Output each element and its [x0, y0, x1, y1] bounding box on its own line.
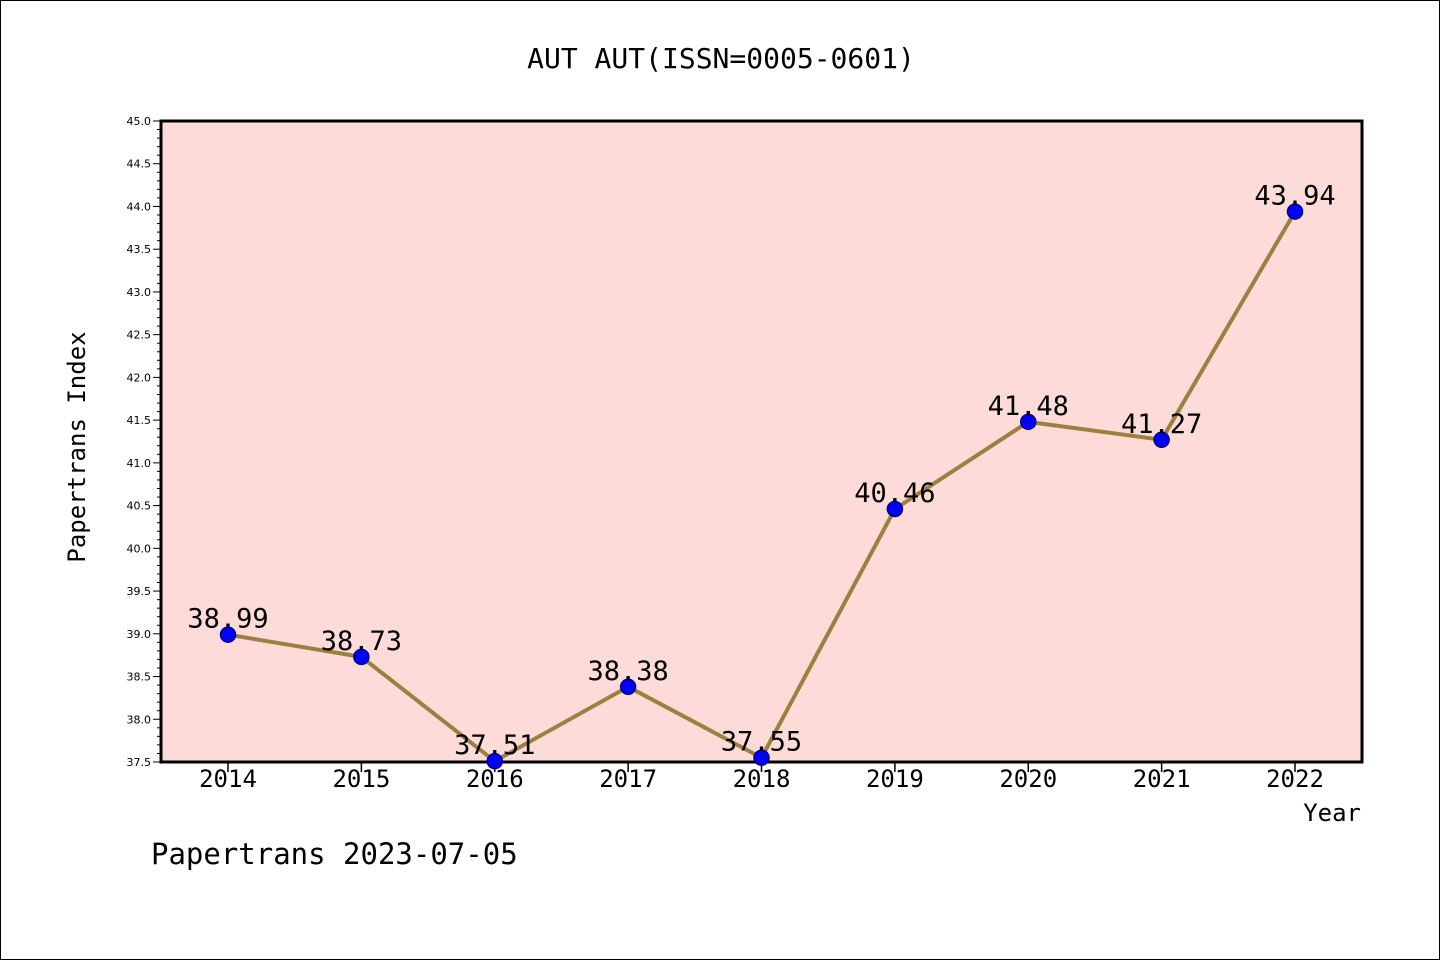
y-tick-label: 39.0	[127, 628, 152, 641]
series-line	[219, 203, 1304, 770]
data-labels: 38.99 38.73 37.51 38.38 37.55 40.46 41.48 41.27…	[187, 181, 1335, 762]
data-point	[353, 648, 370, 666]
y-tick-label: 40.0	[127, 542, 152, 555]
data-point	[486, 752, 503, 770]
footer-stamp: Papertrans 2023-07-05	[151, 837, 518, 871]
data-label: 37.51	[454, 730, 535, 761]
x-tick-label: 2016	[466, 765, 524, 793]
y-tick-label: 41.5	[127, 414, 152, 427]
x-tick-label: 2019	[866, 765, 924, 793]
data-label: 38.99	[187, 604, 268, 635]
data-label: 38.73	[321, 626, 402, 657]
y-tick-label: 39.5	[127, 585, 152, 598]
x-tick-label: 2015	[332, 765, 390, 793]
data-label: 41.48	[988, 391, 1069, 422]
x-tick-label: 2017	[599, 765, 657, 793]
y-tick-label: 44.5	[127, 158, 152, 171]
y-tick-label: 44.0	[127, 200, 152, 213]
x-tick-label: 2018	[733, 765, 791, 793]
x-axis-label: Year	[1303, 799, 1361, 827]
y-tick-label: 42.0	[127, 371, 152, 384]
x-tick-label: 2014	[199, 765, 257, 793]
data-label: 41.27	[1121, 409, 1202, 440]
y-tick-label: 40.5	[127, 500, 152, 513]
data-point	[619, 678, 637, 696]
plot-area	[159, 119, 1364, 764]
y-axis-label: Papertrans Index	[63, 331, 91, 562]
data-label: 43.94	[1254, 181, 1335, 212]
y-axis: 37.5 38.0 38.5 39.0 39.5 40.0 40.5 41.0 41.5 42.0…	[127, 115, 161, 769]
y-tick-label: 37.5	[127, 756, 152, 769]
data-point	[1286, 203, 1304, 220]
data-point	[1020, 413, 1037, 431]
y-tick-label: 42.5	[127, 329, 152, 342]
x-tick-label: 2020	[999, 765, 1057, 793]
y-tick-label: 38.0	[127, 713, 152, 726]
data-label: 38.38	[587, 656, 668, 687]
x-axis: 2014 2015 2016 2017 2018 2019 2020 2021 2022	[199, 762, 1324, 793]
data-label: 40.46	[854, 478, 935, 509]
y-tick-label: 45.0	[127, 115, 152, 128]
data-point	[219, 626, 237, 643]
y-tick-label: 38.5	[127, 671, 152, 684]
y-tick-label: 43.0	[127, 286, 152, 299]
data-point	[753, 749, 770, 766]
data-label: 37.55	[721, 727, 802, 758]
data-point	[886, 500, 904, 518]
x-tick-label: 2022	[1266, 765, 1324, 793]
y-tick-label: 43.5	[127, 243, 152, 256]
chart-title: AUT AUT(ISSN=0005-0601)	[527, 42, 915, 75]
y-tick-label: 41.0	[127, 457, 152, 470]
x-tick-label: 2021	[1133, 765, 1191, 793]
data-point	[1153, 431, 1170, 449]
